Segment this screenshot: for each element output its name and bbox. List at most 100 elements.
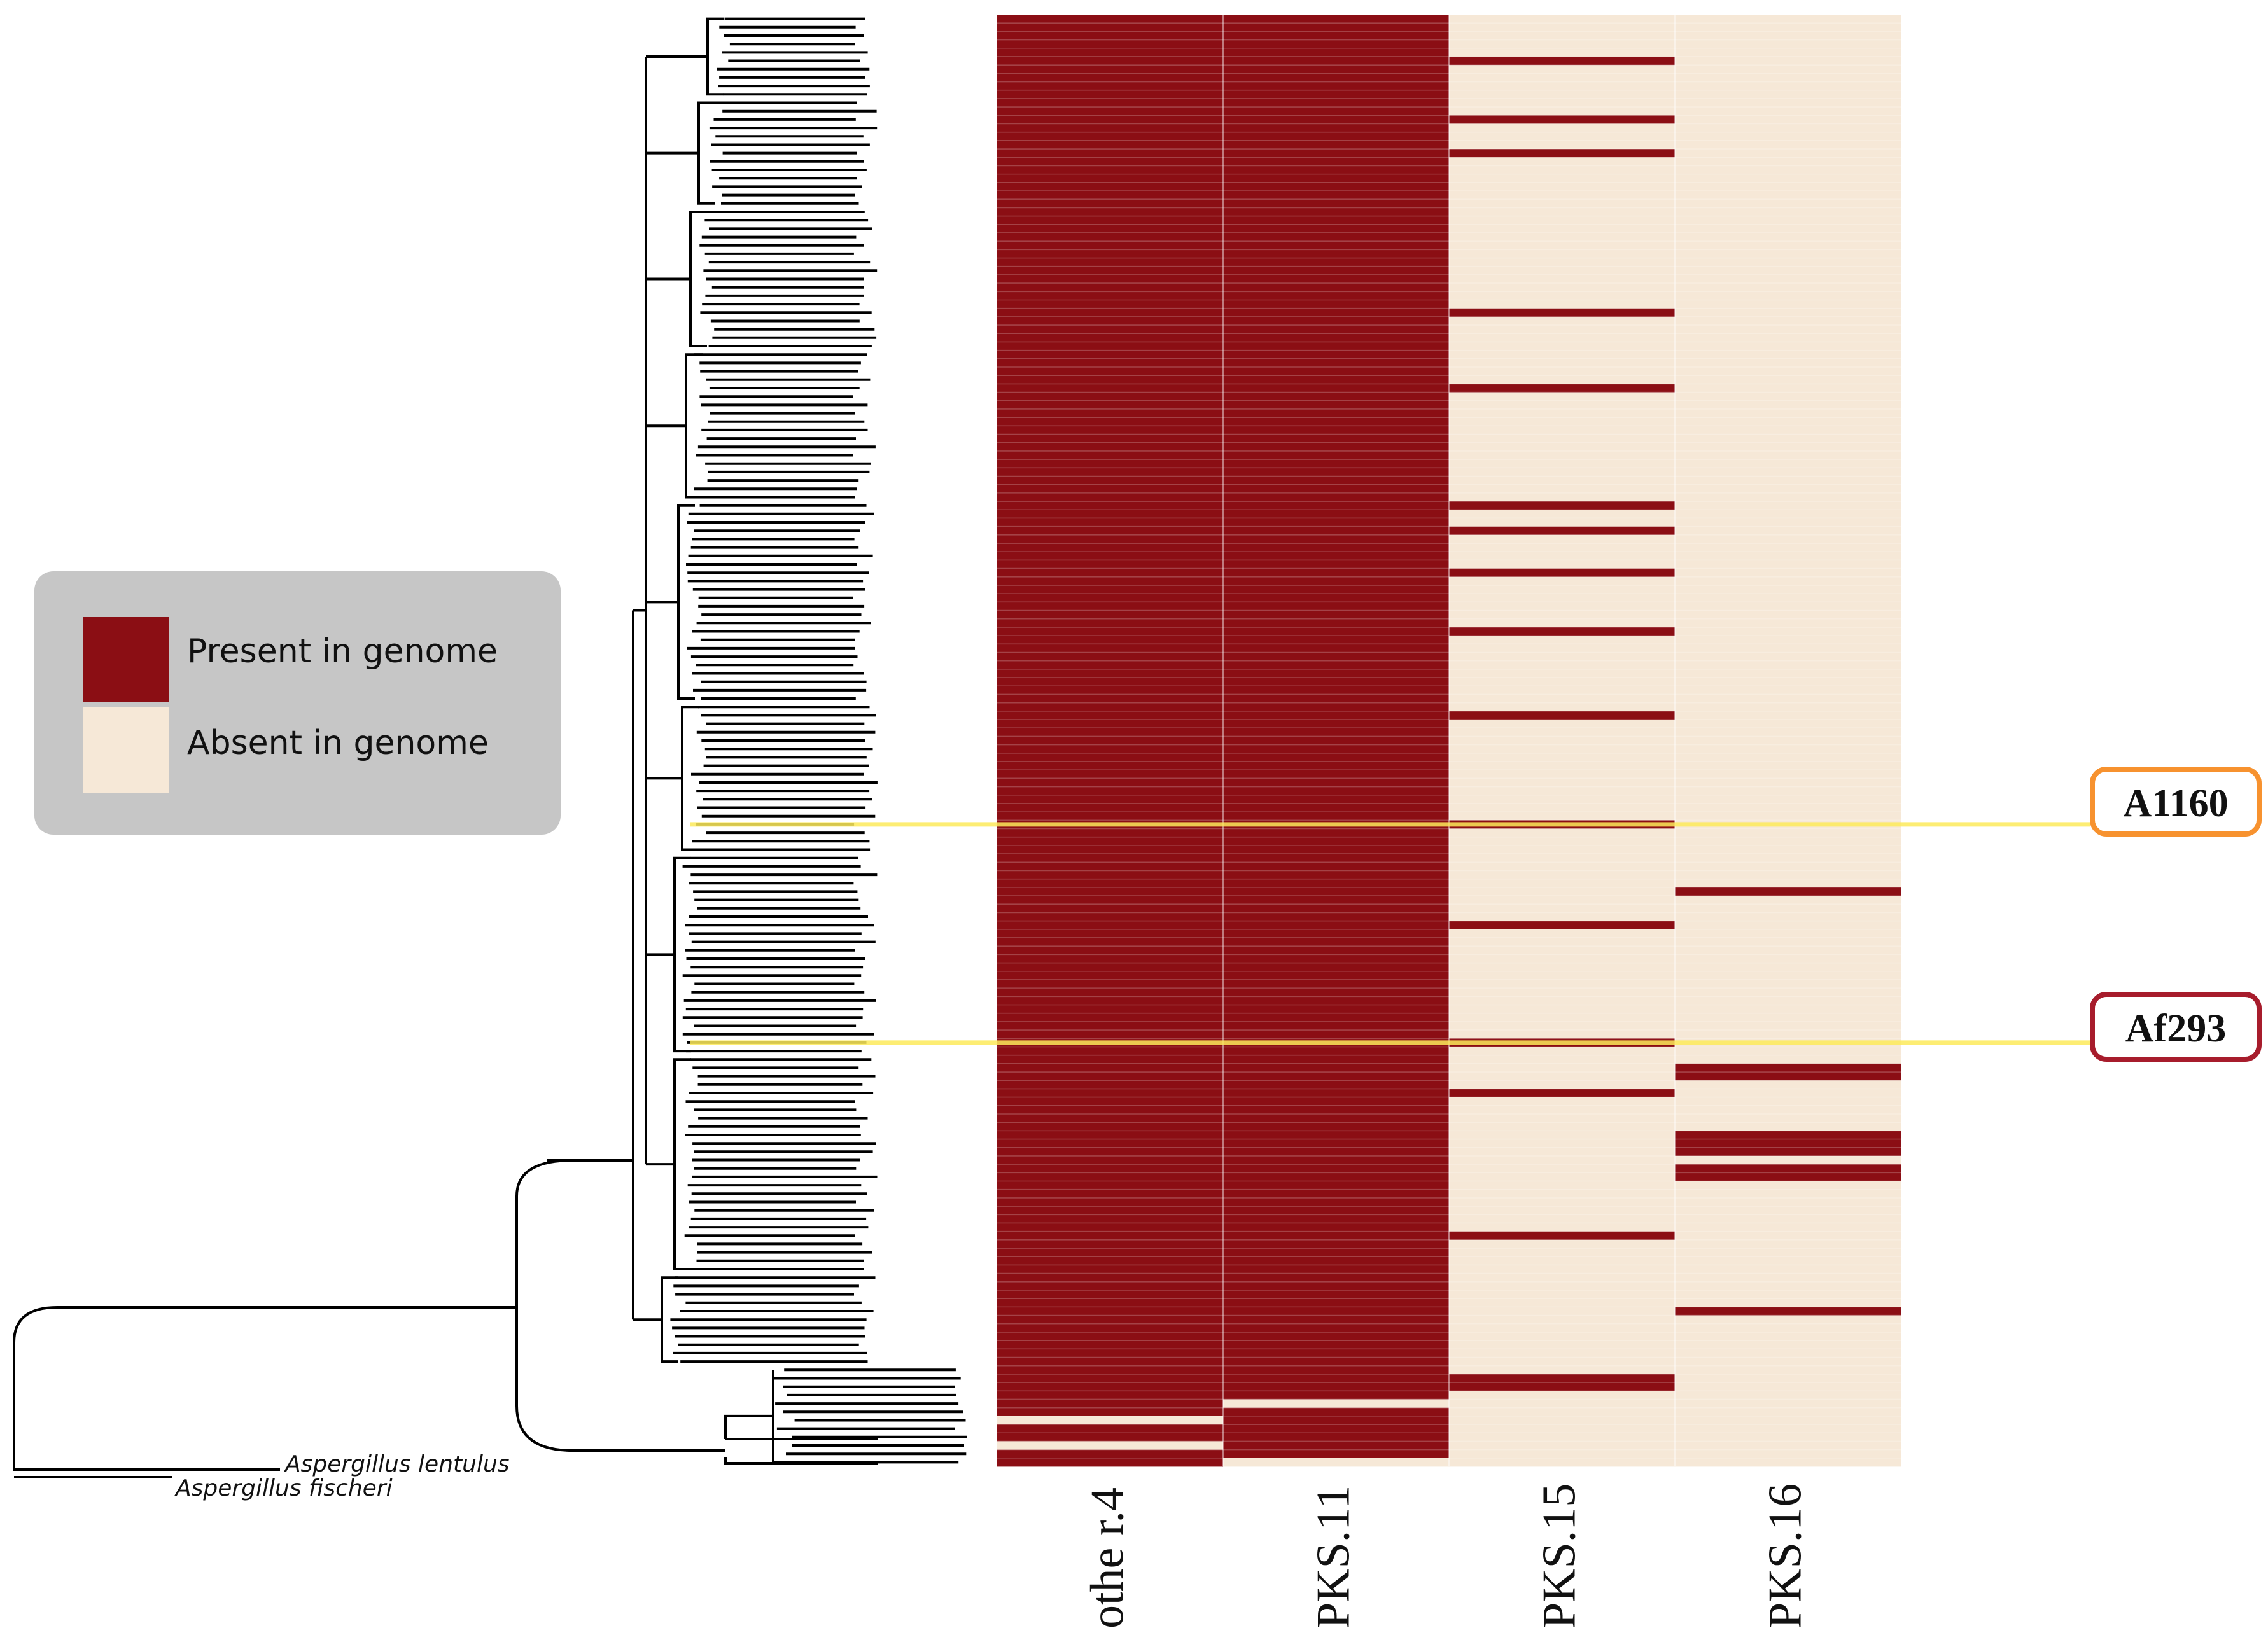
heatmap-cell — [1449, 232, 1675, 242]
heatmap-cell — [997, 1181, 1223, 1190]
heatmap-cell — [1675, 434, 1901, 443]
heatmap-cell — [1675, 778, 1901, 787]
heatmap-cell — [1449, 1231, 1675, 1241]
heatmap-cell — [997, 90, 1223, 99]
heatmap-cell — [997, 1315, 1223, 1325]
heatmap-cell — [1449, 1365, 1675, 1375]
heatmap-cell — [1675, 1424, 1901, 1433]
heatmap-cell — [1675, 761, 1901, 770]
heatmap-cell — [997, 678, 1223, 686]
heatmap-cell — [997, 392, 1223, 401]
heatmap-cell — [1223, 501, 1449, 510]
heatmap-cell — [997, 1433, 1223, 1442]
heatmap-cell — [1449, 568, 1675, 578]
heatmap-cell — [1449, 23, 1675, 32]
heatmap-cell — [1675, 963, 1901, 972]
heatmap-cell — [1449, 1424, 1675, 1433]
heatmap-cell — [1223, 1080, 1449, 1089]
heatmap-cell — [1449, 627, 1675, 636]
heatmap-cell — [997, 1391, 1223, 1400]
heatmap-cell — [1675, 98, 1901, 108]
heatmap-cell — [997, 837, 1223, 846]
heatmap-cell — [997, 946, 1223, 955]
heatmap-cell — [1675, 1206, 1901, 1215]
heatmap-cell — [997, 652, 1223, 662]
heatmap-cell — [1223, 1315, 1449, 1325]
heatmap-cell — [1449, 870, 1675, 880]
heatmap-cell — [997, 23, 1223, 32]
heatmap-cell — [997, 1307, 1223, 1316]
heatmap-cell — [1449, 1139, 1675, 1148]
heatmap-cell — [997, 426, 1223, 435]
heatmap-cell — [1449, 1105, 1675, 1115]
heatmap-cell — [1223, 241, 1449, 250]
heatmap-cell — [1449, 501, 1675, 510]
heatmap-cell — [997, 887, 1223, 896]
heatmap-cell — [997, 803, 1223, 812]
heatmap-cell — [997, 1030, 1223, 1039]
heatmap-cell — [1223, 963, 1449, 972]
heatmap-cell — [1449, 140, 1675, 150]
heatmap-cell — [1449, 325, 1675, 334]
heatmap-cell — [1449, 1332, 1675, 1341]
heatmap-cell — [1675, 585, 1901, 594]
heatmap-cell — [1675, 1374, 1901, 1383]
heatmap-cell — [1223, 426, 1449, 435]
heatmap-cell — [1449, 1214, 1675, 1223]
heatmap-cell — [1675, 232, 1901, 242]
heatmap-cell — [1675, 702, 1901, 712]
heatmap-cell — [1223, 560, 1449, 569]
heatmap-cell — [1223, 1248, 1449, 1257]
heatmap-cell — [1223, 1365, 1449, 1375]
heatmap-cell — [1675, 367, 1901, 376]
heatmap-cell — [1449, 266, 1675, 275]
heatmap-cell — [1223, 1047, 1449, 1056]
heatmap-cell — [1223, 618, 1449, 628]
tree-branch — [724, 1457, 878, 1465]
heatmap-cell — [997, 744, 1223, 754]
heatmap-cell — [997, 996, 1223, 1005]
heatmap-cell — [1223, 795, 1449, 804]
heatmap-cell — [997, 988, 1223, 997]
heatmap-cell — [1675, 392, 1901, 401]
heatmap-cell — [1449, 333, 1675, 342]
heatmap-cell — [997, 1113, 1223, 1123]
heatmap-cell — [1449, 1290, 1675, 1299]
heatmap-cell — [1449, 1013, 1675, 1022]
heatmap-cell — [997, 862, 1223, 871]
heatmap-cell — [1675, 686, 1901, 695]
heatmap-cell — [1449, 132, 1675, 141]
heatmap-cell — [1223, 132, 1449, 141]
heatmap-cell — [1223, 283, 1449, 292]
heatmap-cell — [1675, 937, 1901, 947]
heatmap-cell — [1223, 442, 1449, 452]
heatmap-cell — [997, 1449, 1223, 1459]
heatmap-cell — [1449, 594, 1675, 602]
heatmap-cell — [1675, 720, 1901, 728]
heatmap-cell — [1675, 1013, 1901, 1022]
heatmap-cell — [1223, 56, 1449, 66]
heatmap-cell — [997, 417, 1223, 426]
heatmap-cell — [997, 199, 1223, 208]
heatmap-cell — [1449, 636, 1675, 644]
heatmap-cell — [1223, 1391, 1449, 1400]
heatmap-cell — [997, 1382, 1223, 1391]
heatmap-cell — [1223, 862, 1449, 871]
heatmap-cell — [1675, 384, 1901, 393]
heatmap-cell — [1223, 879, 1449, 888]
heatmap-cell — [1223, 157, 1449, 166]
heatmap-cell — [997, 48, 1223, 57]
heatmap-cell — [1675, 1097, 1901, 1106]
heatmap-cell — [1223, 358, 1449, 368]
heatmap-cell — [1675, 333, 1901, 342]
heatmap-cell — [997, 123, 1223, 133]
heatmap-cell — [1675, 1223, 1901, 1232]
heatmap-cell — [997, 1239, 1223, 1249]
heatmap-cell — [1449, 426, 1675, 435]
heatmap-cell — [1675, 988, 1901, 997]
heatmap-cell — [997, 1458, 1223, 1467]
heatmap-cell — [1449, 375, 1675, 384]
heatmap-cell — [997, 140, 1223, 150]
heatmap-cell — [997, 912, 1223, 921]
heatmap-cell — [1223, 266, 1449, 275]
